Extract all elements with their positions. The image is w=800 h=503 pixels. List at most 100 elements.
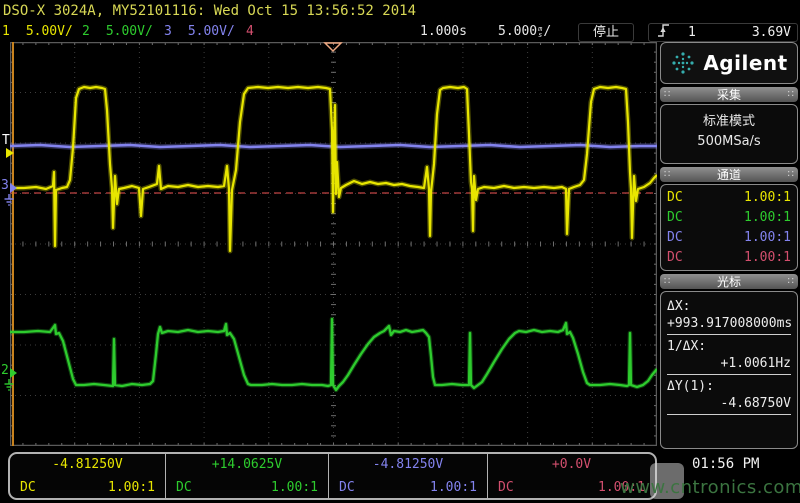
trigger-level-marker-icon[interactable] (6, 148, 14, 158)
cursor-dy1-label: ΔY(1): (667, 379, 714, 394)
agilent-spark-icon (672, 52, 694, 74)
channels-panel: DC 1.00:1 DC 1.00:1 DC 1.00:1 DC 1.00:1 (660, 184, 798, 271)
cursors-section-title: 光标 (716, 275, 741, 289)
channel-3-number: 3 (164, 24, 172, 39)
channel-2-ground-icon (3, 379, 15, 395)
channel-4-readout-cell[interactable]: +0.0V DC 1.00:1 (488, 454, 655, 498)
channel-3-readout-cell[interactable]: -4.81250V DC 1.00:1 (329, 454, 488, 498)
channel-4-coupling: DC (667, 250, 683, 265)
sample-rate: 500MSa/s (697, 134, 761, 149)
channel-1-number: 1 (2, 24, 10, 39)
channel-2-ground-marker-icon[interactable] (10, 368, 17, 378)
channel-1-probe: 1.00:1 (108, 480, 155, 495)
brand-name: Agilent (703, 51, 788, 75)
drag-grip-icon: ∷ (664, 88, 671, 100)
channel-4-probe: 1.00:1 (598, 480, 645, 495)
trigger-position-icon[interactable] (323, 42, 343, 53)
acquisition-section-header[interactable]: ∷ 采集 ∷ (660, 87, 798, 102)
channel-2-scale[interactable]: 2 5.00V/ (82, 23, 153, 40)
horizontal-delay-readout[interactable]: 1.000s (420, 24, 467, 39)
channels-section-header[interactable]: ∷ 通道 ∷ (660, 167, 798, 182)
channel-3-ground-marker-icon[interactable] (10, 183, 17, 193)
channel-1-scale[interactable]: 1 5.00V/ (2, 23, 73, 40)
channel-1-probe: 1.00:1 (744, 190, 791, 205)
trigger-level-marker-label[interactable]: T (2, 133, 10, 148)
cursor-inv-dx-value: +1.0061Hz (720, 356, 791, 371)
channel-2-info-row: DC 1.00:1 (667, 208, 791, 228)
channel-4-coupling: DC (498, 480, 514, 495)
drag-grip-icon: ∷ (664, 168, 671, 180)
channel-3-probe: 1.00:1 (744, 230, 791, 245)
channel-3-coupling: DC (339, 480, 355, 495)
channels-section-title: 通道 (716, 168, 741, 182)
title-bar: DSO-X 3024A, MY52101116: Wed Oct 15 13:5… (0, 0, 800, 22)
channel-1-coupling: DC (20, 480, 36, 495)
device-id-text: DSO-X 3024A, MY52101116: Wed Oct 15 13:5… (3, 3, 417, 19)
channel-4-probe: 1.00:1 (744, 250, 791, 265)
channel-3-scale[interactable]: 3 5.00V/ (164, 23, 235, 40)
waveform-canvas (10, 42, 657, 446)
cursors-section-header[interactable]: ∷ 光标 ∷ (660, 274, 798, 289)
channel-3-ground-icon (3, 194, 15, 210)
timebase-value: 5.000 (498, 24, 538, 39)
channel-2-readout-cell[interactable]: +14.0625V DC 1.00:1 (166, 454, 329, 498)
channel-4-number: 4 (246, 24, 254, 39)
drag-grip-icon: ∷ (664, 275, 671, 287)
channel-readout-bar: -4.81250V DC 1.00:1 +14.0625V DC 1.00:1 -4… (0, 450, 800, 503)
trigger-source: 1 (688, 25, 696, 40)
timebase-scale-readout[interactable]: 5.000 m s / (498, 23, 551, 40)
channel-2-volts-per-div: 5.00V/ (105, 24, 153, 39)
channel-3-info-row: DC 1.00:1 (667, 228, 791, 248)
cursor-dx-label: ΔX: (667, 299, 691, 314)
divider (667, 374, 791, 375)
channel-2-number: 2 (82, 24, 90, 39)
watermark-text: www.cntronics.com (620, 477, 800, 498)
divider (667, 414, 791, 415)
channel-3-volts-per-div: 5.00V/ (187, 24, 235, 39)
run-state-indicator[interactable]: 停止 (578, 23, 635, 42)
cursor-dy1-value: -4.68750V (720, 396, 791, 411)
cursor-inv-dx-label: 1/ΔX: (667, 339, 707, 354)
channel-3-probe: 1.00:1 (430, 480, 477, 495)
rising-edge-trigger-icon (657, 23, 670, 43)
acquisition-mode: 标准模式 (702, 114, 755, 129)
trace-ch3 (10, 143, 657, 149)
channel-3-measurement: -4.81250V (372, 457, 444, 472)
channel-4-info-row: DC 1.00:1 (667, 248, 791, 268)
timebase-suffix: / (543, 24, 552, 39)
channel-4-measurement: +0.0V (551, 457, 592, 472)
drag-grip-icon: ∷ (787, 275, 794, 287)
channel-2-coupling: DC (667, 210, 683, 225)
trace-ch2 (10, 317, 657, 392)
channel-1-info-row: DC 1.00:1 (667, 188, 791, 208)
drag-grip-icon: ∷ (787, 88, 794, 100)
channel-2-probe: 1.00:1 (271, 480, 318, 495)
waveform-area[interactable] (10, 42, 657, 446)
channel-1-coupling: DC (667, 190, 683, 205)
channel-2-coupling: DC (176, 480, 192, 495)
status-bar: 1 5.00V/ 2 5.00V/ 3 5.00V/ 4 1.000s 5.000 m s… (0, 22, 800, 42)
channel-1-measurement: -4.81250V (52, 457, 123, 472)
cursor-dx-value: +993.917008000ms (667, 316, 793, 331)
trace-ch1 (10, 85, 657, 253)
brand-logo-box: Agilent (660, 42, 798, 84)
channel-2-measurement: +14.0625V (211, 457, 283, 472)
acquisition-section-title: 采集 (716, 88, 741, 102)
watermark-backdrop (650, 463, 684, 499)
channel-1-volts-per-div: 5.00V/ (25, 24, 73, 39)
clock: 01:56 PM (692, 456, 760, 472)
channel-4-scale[interactable]: 4 (246, 23, 270, 40)
acquisition-panel: 标准模式 500MSa/s (660, 104, 798, 164)
channel-1-readout-cell[interactable]: -4.81250V DC 1.00:1 (10, 454, 166, 498)
info-sidebar: Agilent ∷ 采集 ∷ 标准模式 500MSa/s ∷ 通道 ∷ DC 1.… (660, 42, 798, 449)
trigger-readout[interactable]: 1 3.69V (648, 23, 798, 42)
drag-grip-icon: ∷ (787, 168, 794, 180)
channel-3-ground-marker-label[interactable]: 3 (1, 178, 9, 193)
divider (667, 334, 791, 335)
channel-3-coupling: DC (667, 230, 683, 245)
channel-readout-box: -4.81250V DC 1.00:1 +14.0625V DC 1.00:1 -4… (8, 452, 657, 500)
cursors-panel: ΔX: +993.917008000ms 1/ΔX: +1.0061Hz ΔY(… (660, 291, 798, 449)
channel-2-ground-marker-label[interactable]: 2 (1, 363, 9, 378)
